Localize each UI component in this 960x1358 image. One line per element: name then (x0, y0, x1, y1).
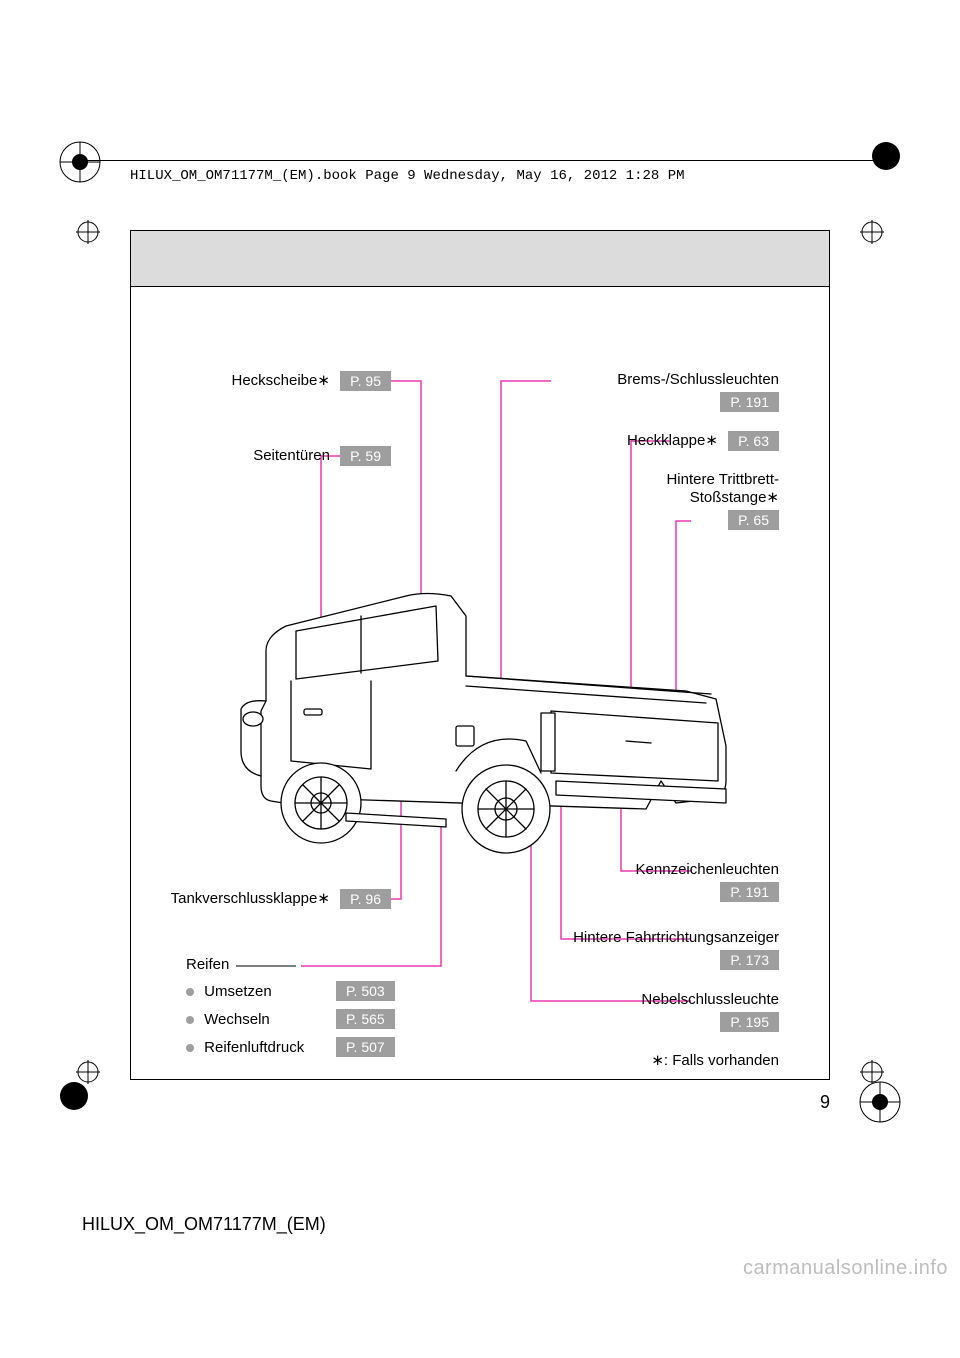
pref-heckscheibe: P. 95 (340, 371, 391, 391)
doc-id: HILUX_OM_OM71177M_(EM) (82, 1214, 326, 1235)
truck-illustration (206, 581, 766, 866)
header-rule (76, 160, 884, 161)
bullet-icon (186, 988, 194, 996)
label-tankklappe-text: Tankverschlussklappe∗ (171, 890, 330, 907)
label-kennzeichen: Kennzeichenleuchten P. 191 (539, 861, 779, 902)
bullet-icon (186, 1044, 194, 1052)
label-luftdruck-text: Reifenluftdruck (204, 1039, 304, 1056)
reg-cross-right-lower (860, 1060, 884, 1084)
pref-nebel: P. 195 (720, 1012, 779, 1032)
label-heckklappe: Heckklappe∗ P. 63 (539, 431, 779, 451)
label-nebel-text: Nebelschlussleuchte (641, 991, 779, 1008)
label-reifen-title: Reifen (186, 956, 229, 973)
footnote-asterisk: ∗: Falls vorhanden (651, 1051, 779, 1069)
reg-cross-right-upper (860, 220, 884, 244)
pref-trittbrett: P. 65 (728, 510, 779, 530)
row-umsetzen: Umsetzen P. 503 (186, 983, 416, 1000)
reg-cross-left-upper (76, 220, 100, 244)
pref-seitentueren: P. 59 (340, 446, 391, 466)
label-heckscheibe-text: Heckscheibe∗ (231, 372, 329, 389)
label-umsetzen-text: Umsetzen (204, 983, 272, 1000)
bullet-icon (186, 1016, 194, 1024)
label-fahrtrichtung-text: Hintere Fahrtrichtungsanzeiger (573, 929, 779, 946)
label-seitentueren-text: Seitentüren (253, 447, 330, 464)
label-brems-schluss-text: Brems-/Schlussleuchten (617, 371, 779, 388)
manual-page: HILUX_OM_OM71177M_(EM).book Page 9 Wedne… (0, 0, 960, 1358)
label-heckscheibe: Heckscheibe∗ P. 95 (171, 371, 391, 391)
label-nebel: Nebelschlussleuchte P. 195 (539, 991, 779, 1032)
pref-luftdruck: P. 507 (336, 1037, 395, 1057)
label-heckklappe-text: Heckklappe∗ (627, 432, 718, 449)
reg-mark-bottom-right (858, 1080, 902, 1124)
label-trittbrett-line2: Stoßstange∗ (690, 489, 779, 506)
pref-heckklappe: P. 63 (728, 431, 779, 451)
label-tankklappe: Tankverschlussklappe∗ P. 96 (141, 889, 391, 909)
content-frame: Heckscheibe∗ P. 95 Seitentüren P. 59 Tan… (130, 230, 830, 1080)
row-luftdruck: Reifenluftdruck P. 507 (186, 1039, 416, 1056)
watermark: carmanualsonline.info (743, 1257, 948, 1280)
label-wechseln-text: Wechseln (204, 1011, 270, 1028)
pref-brems-schluss: P. 191 (720, 392, 779, 412)
label-trittbrett-line1: Hintere Trittbrett- (666, 471, 779, 488)
reg-mark-top-right (870, 140, 902, 172)
label-seitentueren: Seitentüren P. 59 (171, 446, 391, 466)
reg-mark-top-left (58, 140, 102, 184)
header-text: HILUX_OM_OM71177M_(EM).book Page 9 Wedne… (130, 168, 685, 184)
page-number: 9 (820, 1092, 830, 1113)
pref-kennzeichen: P. 191 (720, 882, 779, 902)
label-kennzeichen-text: Kennzeichenleuchten (636, 861, 779, 878)
pref-umsetzen: P. 503 (336, 981, 395, 1001)
label-brems-schluss: Brems-/Schlussleuchten P. 191 (539, 371, 779, 412)
frame-header-bar (131, 231, 829, 287)
label-trittbrett: Hintere Trittbrett- Stoßstange∗ P. 65 (579, 471, 779, 530)
reg-cross-left-lower (76, 1060, 100, 1084)
pref-fahrtrichtung: P. 173 (720, 950, 779, 970)
pref-wechseln: P. 565 (336, 1009, 395, 1029)
label-fahrtrichtung: Hintere Fahrtrichtungsanzeiger P. 173 (499, 929, 779, 970)
row-wechseln: Wechseln P. 565 (186, 1011, 416, 1028)
pref-tankklappe: P. 96 (340, 889, 391, 909)
reg-mark-bottom-left (58, 1080, 90, 1112)
